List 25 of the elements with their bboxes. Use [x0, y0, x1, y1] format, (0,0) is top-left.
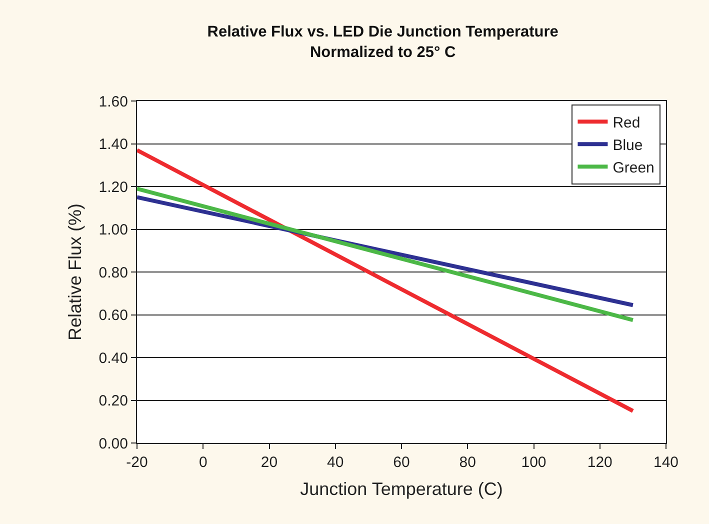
x-tick-label: 20: [260, 454, 278, 471]
y-tick-label: 0.40: [98, 350, 128, 367]
x-tick-label: 60: [393, 454, 410, 471]
y-tick-label: 1.40: [98, 136, 128, 153]
y-tick-label: 0.80: [98, 264, 128, 282]
y-tick-label: 1.00: [98, 222, 128, 238]
y-axis-title: Relative Flux (%): [64, 203, 85, 341]
x-tick-label: 80: [459, 454, 476, 471]
y-tick-label: 0.00: [98, 435, 128, 452]
legend-label: Red: [612, 114, 640, 132]
x-axis-title: Junction Temperature (C): [300, 479, 503, 500]
legend-label: Green: [612, 160, 654, 177]
y-tick-label: 1.60: [98, 93, 128, 110]
x-tick-label: 120: [587, 454, 612, 471]
x-tick-label: 100: [521, 454, 546, 471]
x-tick-label: 0: [198, 454, 208, 471]
y-tick-label: 0.60: [98, 307, 128, 324]
y-tick-label: 1.20: [98, 178, 128, 196]
legend-label: Blue: [612, 137, 643, 154]
chart-subtitle: Normalized to 25° C: [310, 44, 456, 61]
x-tick-label: -20: [126, 454, 148, 471]
chart-title: Relative Flux vs. LED Die Junction Temperature: [207, 24, 559, 41]
x-tick-label: 140: [653, 454, 679, 471]
y-tick-label: 0.20: [98, 392, 128, 410]
x-tick-label: 40: [327, 454, 344, 471]
